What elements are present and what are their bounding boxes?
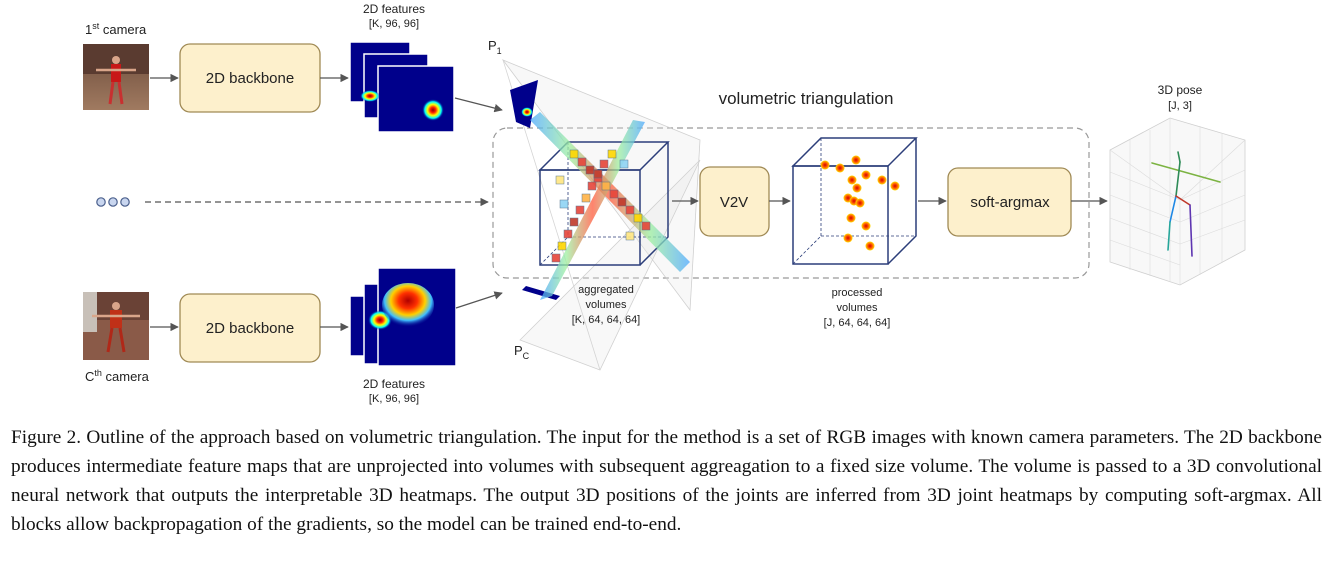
projected-plane-top bbox=[510, 80, 538, 128]
first-camera-image bbox=[83, 44, 149, 110]
projection-p1-label: P1 bbox=[488, 38, 502, 56]
pose-title: 3D pose bbox=[1158, 83, 1203, 97]
last-camera-image bbox=[83, 292, 149, 360]
first-camera-label: 1st camera bbox=[85, 21, 147, 37]
v2v-label: V2V bbox=[720, 194, 748, 211]
aggregated-line1: aggregated bbox=[578, 284, 634, 296]
backbone-label-bottom: 2D backbone bbox=[206, 320, 294, 337]
volumetric-region bbox=[492, 127, 1090, 279]
backbone-label-top: 2D backbone bbox=[206, 70, 294, 87]
aggregated-volume bbox=[530, 112, 690, 300]
features-top-title: 2D features bbox=[363, 2, 425, 16]
figure-caption: Figure 2. Outline of the approach based … bbox=[11, 427, 1322, 535]
more-cameras-ellipsis bbox=[96, 197, 130, 207]
features-bottom-shape: [K, 96, 96] bbox=[369, 393, 419, 405]
projection-pc-label: PC bbox=[514, 343, 530, 361]
feature-maps-top bbox=[349, 41, 455, 133]
joint-heatmap-points bbox=[820, 155, 900, 251]
pose-3d-plot bbox=[1109, 117, 1246, 286]
softargmax-box bbox=[947, 167, 1072, 237]
processed-shape: [J, 64, 64, 64] bbox=[824, 317, 891, 329]
features-top-shape: [K, 96, 96] bbox=[369, 18, 419, 30]
aggregated-line2: volumes bbox=[586, 299, 627, 311]
processed-line2: volumes bbox=[837, 302, 878, 314]
softargmax-label: soft-argmax bbox=[970, 194, 1050, 211]
aggregated-shape: [K, 64, 64, 64] bbox=[572, 314, 641, 326]
features-bottom-title: 2D features bbox=[363, 377, 425, 391]
pose-shape: [J, 3] bbox=[1168, 100, 1192, 112]
pipeline-diagram: 1st camera 2D backbone 2D features [K, 9… bbox=[83, 2, 1246, 405]
volumetric-title: volumetric triangulation bbox=[719, 89, 894, 108]
feature-maps-bottom bbox=[349, 267, 457, 367]
backbone-box-bottom bbox=[179, 293, 321, 363]
last-camera-label: Cth camera bbox=[85, 368, 150, 384]
processed-line1: processed bbox=[832, 287, 883, 299]
